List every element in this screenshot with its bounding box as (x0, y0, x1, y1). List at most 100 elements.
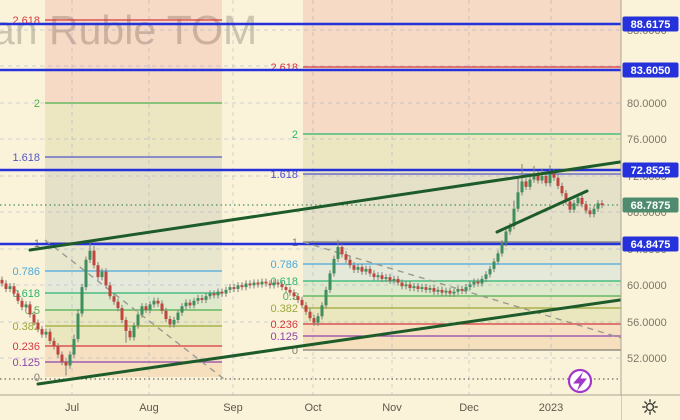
candle-down (104, 271, 108, 286)
candle-up (456, 288, 460, 292)
candle-up (224, 289, 228, 294)
price-axis-label: 52.0000 (627, 353, 667, 365)
candle-down (476, 281, 480, 284)
fib-band (45, 20, 222, 103)
candle-down (232, 287, 236, 289)
candle-down (60, 354, 64, 362)
time-axis-label[interactable]: Jul (65, 402, 79, 414)
candle-up (184, 302, 188, 307)
price-axis-label: 56.0000 (627, 317, 667, 329)
candle-down (300, 299, 304, 306)
candle-down (276, 282, 280, 285)
candle-up (420, 287, 424, 289)
candle-down (536, 174, 540, 181)
candle-down (116, 301, 120, 309)
candle-down (4, 283, 8, 289)
fib-band (45, 243, 222, 271)
candle-up (404, 284, 408, 287)
candle-up (228, 287, 232, 290)
candle-up (260, 281, 264, 285)
time-axis-label[interactable]: Nov (382, 402, 402, 414)
fib-level-label: 2.618 (270, 62, 298, 74)
channel-upper-trendline[interactable] (28, 160, 622, 252)
fib-level-label: 0 (292, 345, 298, 357)
candle-down (580, 197, 584, 205)
candle-down (16, 293, 20, 301)
fib-level-label: 0.786 (12, 266, 40, 278)
candle-down (448, 290, 452, 294)
candle-down (212, 293, 216, 296)
candle-down (308, 311, 312, 319)
candle-down (188, 302, 192, 306)
price-axis-label: 76.0000 (627, 134, 667, 146)
time-axis-label[interactable]: Oct (304, 402, 321, 414)
candle-up (548, 172, 552, 184)
candle-up (140, 306, 144, 315)
fib-level-label: 2 (292, 129, 298, 141)
dashed-decline-line-1[interactable] (44, 239, 225, 380)
candle-down (584, 204, 588, 211)
candle-down (284, 287, 288, 290)
candle-down (372, 273, 376, 278)
candle-down (292, 292, 296, 297)
short-steep-trendline[interactable] (495, 189, 589, 234)
candle-down (0, 279, 4, 284)
time-axis-label[interactable]: Aug (139, 402, 159, 414)
candle-down (312, 318, 316, 323)
candle-up (596, 203, 600, 209)
price-chip (622, 62, 679, 78)
candle-down (128, 330, 132, 338)
time-axis-label[interactable]: 2023 (539, 402, 563, 414)
candle-up (528, 179, 532, 187)
candle-up (500, 243, 504, 254)
sun-icon-ray (644, 409, 648, 413)
candle-down (340, 247, 344, 255)
time-axis-panel[interactable] (0, 395, 621, 420)
candle-down (168, 319, 172, 325)
time-axis-label[interactable]: Sep (223, 402, 243, 414)
candle-up (464, 287, 468, 291)
candle-up (540, 175, 544, 181)
candle-up (208, 293, 212, 297)
candle-up (272, 282, 276, 286)
candle-down (108, 285, 112, 297)
candle-up (392, 278, 396, 281)
candle-down (28, 304, 32, 315)
candle-down (12, 286, 16, 294)
candle-up (572, 203, 576, 210)
candle-up (244, 283, 248, 288)
candle-up (512, 208, 516, 227)
fib-fills (45, 0, 621, 377)
candle-down (248, 283, 252, 286)
candle-up (76, 313, 80, 340)
candle-up (88, 250, 92, 260)
fib-band (45, 103, 222, 157)
price-chip (622, 197, 679, 213)
fib-level-label: 1.618 (12, 152, 40, 164)
sun-icon[interactable] (645, 402, 655, 412)
candle-up (484, 274, 488, 279)
channel-lower-trendline[interactable] (36, 298, 622, 386)
candle-down (96, 265, 100, 278)
time-axis[interactable]: Jul Aug Sep Oct Nov Dec 2023 (0, 394, 680, 420)
candle-up (328, 273, 332, 290)
candle-down (564, 193, 568, 202)
fib-band (45, 271, 222, 293)
candle-up (516, 192, 520, 209)
candle-up (412, 286, 416, 289)
candle-up (148, 304, 152, 310)
candle-down (164, 310, 168, 320)
time-axis-label[interactable]: Dec (459, 402, 479, 414)
horizontal-price-lines[interactable] (0, 22, 621, 246)
lightning-icon[interactable] (567, 368, 593, 394)
candle-down (124, 319, 128, 331)
watermark: an Ruble TOM (0, 7, 257, 53)
candle-up (472, 281, 476, 285)
axis-settings-sun-icon[interactable] (642, 399, 658, 415)
trendlines[interactable] (28, 160, 622, 386)
candle-down (112, 296, 116, 302)
price-axis[interactable]: 88.000084.000072.000068.000064.000080.00… (620, 0, 680, 420)
candle-down (200, 298, 204, 300)
candle-down (352, 265, 356, 270)
